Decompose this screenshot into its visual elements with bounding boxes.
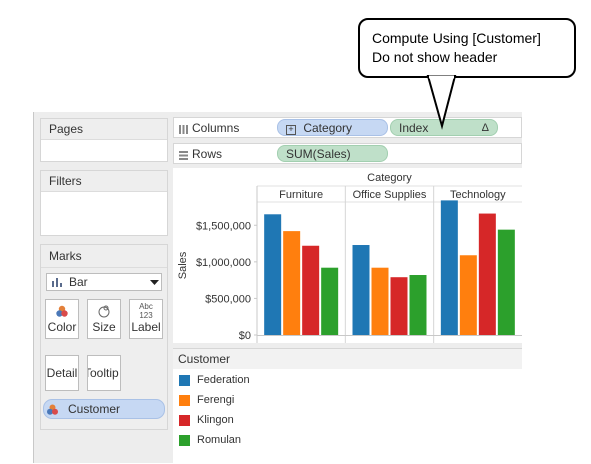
index-pill-label: Index: [399, 121, 429, 135]
bar: [352, 245, 370, 335]
legend-item-label[interactable]: Ferengi: [197, 394, 235, 406]
category-pill[interactable]: + Category: [277, 119, 388, 136]
tooltip-button-label: Tooltip: [87, 366, 119, 380]
category-header: Office Supplies: [353, 189, 427, 201]
callout-box: Compute Using [Customer] Do not show hea…: [358, 18, 576, 78]
chevron-down-icon: [150, 280, 159, 285]
sum-sales-pill-label: SUM(Sales): [286, 147, 351, 161]
size-button[interactable]: Size: [87, 299, 121, 339]
y-tick-label: $1,000,000: [196, 257, 251, 269]
columns-shelf[interactable]: Columns + Category Index Δ: [173, 117, 522, 138]
rows-shelf-label: Rows: [192, 147, 223, 161]
legend-swatch[interactable]: [179, 395, 190, 406]
color-button-label: Color: [47, 320, 77, 334]
y-tick-label: $1,500,000: [196, 220, 251, 232]
y-axis-title: Sales: [177, 251, 189, 279]
marks-card: Marks Bar Color: [40, 244, 168, 430]
color-field-pill[interactable]: Customer: [43, 399, 165, 419]
bar: [264, 214, 282, 335]
bar: [321, 267, 339, 335]
legend-swatch[interactable]: [179, 435, 190, 446]
filters-card[interactable]: Filters: [40, 170, 168, 236]
filters-title: Filters: [41, 171, 167, 192]
mark-type-dropdown[interactable]: Bar: [46, 273, 162, 291]
mark-type-label: Bar: [69, 275, 88, 289]
category-pill-label: Category: [303, 121, 353, 135]
legend-item-label[interactable]: Klingon: [197, 414, 234, 426]
tooltip-button[interactable]: Tooltip: [87, 355, 121, 391]
column-header-title: Category: [367, 172, 412, 184]
color-dots-icon: [47, 404, 58, 415]
pages-title: Pages: [41, 119, 167, 140]
size-button-label: Size: [92, 320, 116, 334]
y-tick-label: $0: [239, 330, 251, 342]
label-abc-icon: Abc 123: [139, 302, 153, 320]
bar: [409, 275, 427, 335]
legend-item-label[interactable]: Federation: [197, 374, 250, 386]
label-button[interactable]: Abc 123 Label: [129, 299, 163, 339]
tableau-workspace: Pages Filters Marks Bar: [33, 112, 522, 464]
y-tick-label: $500,000: [205, 293, 251, 305]
color-field-label: Customer: [68, 402, 121, 416]
bar: [283, 231, 301, 335]
bar: [497, 229, 515, 335]
legend-item-label[interactable]: Romulan: [197, 434, 242, 446]
bar: [390, 277, 408, 335]
legend-swatch[interactable]: [179, 375, 190, 386]
legend-title: Customer: [173, 349, 522, 369]
rows-shelf-icon: [179, 149, 188, 160]
expand-plus-icon: +: [286, 125, 296, 135]
bar: [302, 245, 320, 335]
rows-shelf[interactable]: Rows SUM(Sales): [173, 143, 522, 164]
color-dots-icon: [46, 300, 78, 320]
marks-title: Marks: [41, 245, 167, 268]
bar-chart-icon: [52, 278, 62, 287]
pages-card[interactable]: Pages: [40, 118, 168, 162]
bar: [459, 255, 477, 335]
callout-line-2: Do not show header: [372, 49, 498, 65]
legend-card: Customer Federation Ferengi Klingon Romulan: [173, 348, 522, 464]
callout-line-1: Compute Using [Customer]: [372, 30, 541, 46]
detail-button-label: Detail: [46, 366, 78, 380]
color-button[interactable]: Color: [45, 299, 79, 339]
label-button-label: Label: [131, 320, 161, 334]
bar: [371, 267, 389, 335]
legend-swatch[interactable]: [179, 415, 190, 426]
category-header: Technology: [450, 189, 506, 201]
table-calc-delta-icon: Δ: [481, 122, 489, 134]
columns-shelf-icon: [179, 123, 188, 134]
detail-button[interactable]: Detail: [45, 355, 79, 391]
bar: [478, 213, 496, 335]
size-circles-icon: [88, 300, 120, 320]
columns-shelf-label: Columns: [192, 121, 240, 135]
bar: [440, 200, 458, 335]
chart-view: Category $0 $500,000 $1,000,000 $1,500,000 Sa…: [173, 168, 522, 343]
category-header: Furniture: [279, 189, 323, 201]
sum-sales-pill[interactable]: SUM(Sales): [277, 145, 388, 162]
bar-chart: Category $0 $500,000 $1,000,000 $1,500,000 Sa…: [177, 172, 522, 343]
